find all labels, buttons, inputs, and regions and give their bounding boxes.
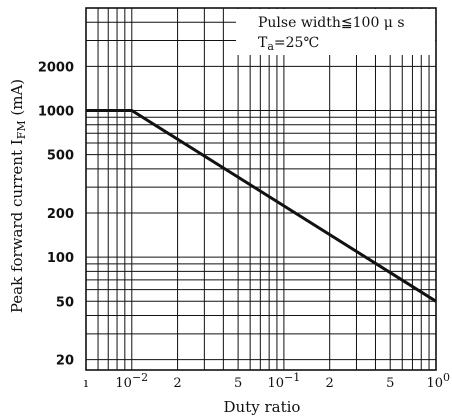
series-layer [86, 109, 437, 303]
x-tick-label: 2 [173, 376, 181, 391]
y-tick-label: 20 [56, 354, 74, 369]
series-line [86, 109, 437, 303]
annotation-pulse-width: Pulse width≦100 μ s [258, 15, 405, 31]
y-tick-labels: 20 50 100 200 500 1000 2000 [38, 60, 74, 368]
x-tick-label: ı [84, 376, 88, 391]
x-tick-label: 5 [234, 376, 242, 391]
y-tick-label: 1000 [38, 105, 74, 120]
x-tick-label: 10−1 [268, 371, 301, 391]
annotation-box [236, 9, 435, 55]
x-tick-label: 2 [326, 376, 334, 391]
x-tick-label: 10−2 [115, 371, 148, 391]
y-tick-label: 200 [47, 207, 74, 222]
y-tick-label: 100 [47, 251, 74, 266]
x-tick-label: 5 [386, 376, 394, 391]
grid [85, 7, 436, 370]
plot-frame [85, 7, 437, 371]
x-tick-label: 100 [426, 371, 450, 391]
x-axis-title: Duty ratio [224, 398, 301, 416]
y-tick-label: 50 [56, 295, 74, 310]
y-tick-label: 500 [47, 149, 74, 164]
annotation-temperature: Ta=25℃ [258, 35, 319, 53]
x-tick-labels: ı 10−2 2 5 10−1 2 5 100 [84, 371, 450, 391]
y-tick-label: 2000 [38, 60, 74, 75]
y-axis-title: Peak forward current IFM (mA) [8, 79, 28, 313]
